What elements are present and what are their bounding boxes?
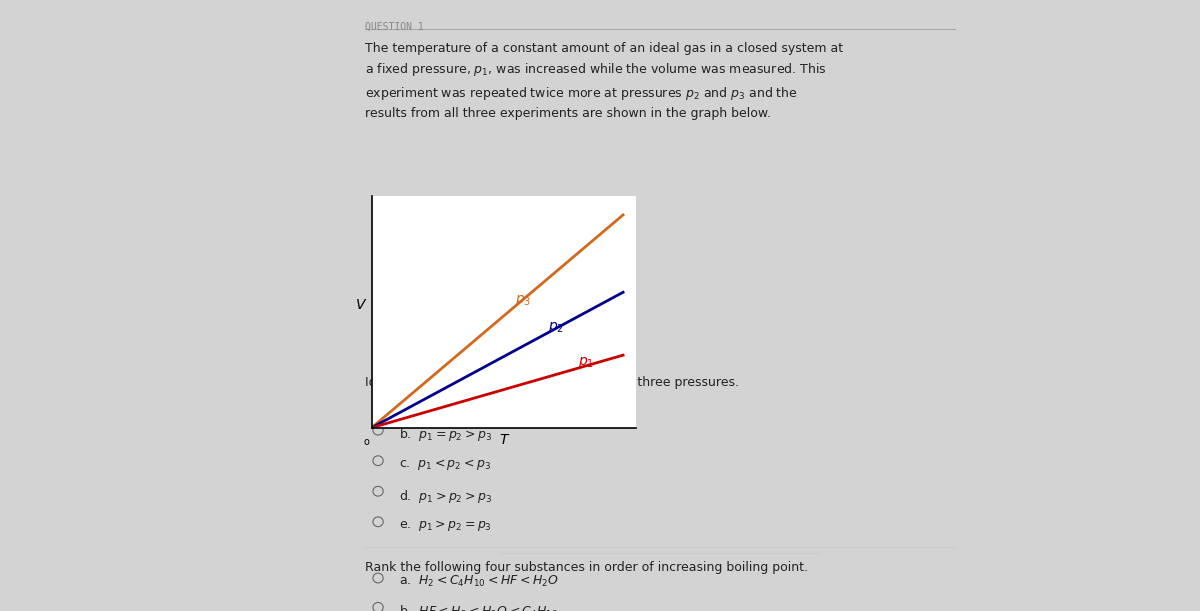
Text: c.  $p_1 < p_2 < p_3$: c. $p_1 < p_2 < p_3$ <box>398 457 491 472</box>
Text: $p_1$: $p_1$ <box>578 356 594 370</box>
Text: QUESTION 1: QUESTION 1 <box>365 21 424 31</box>
X-axis label: T: T <box>499 433 508 447</box>
Text: b.  $p_1 = p_2 > p_3$: b. $p_1 = p_2 > p_3$ <box>398 426 492 444</box>
Text: e.  $p_1 > p_2 = p_3$: e. $p_1 > p_2 = p_3$ <box>398 518 491 533</box>
Text: a.  $H_2 < C_4H_{10} < HF < H_2O$: a. $H_2 < C_4H_{10} < HF < H_2O$ <box>398 574 558 590</box>
Text: o: o <box>364 437 370 447</box>
Text: $p_3$: $p_3$ <box>515 293 532 307</box>
Text: a.  $p_1 > p_2 < p_3$: a. $p_1 > p_2 < p_3$ <box>398 396 491 411</box>
Text: d.  $p_1 > p_2 > p_3$: d. $p_1 > p_2 > p_3$ <box>398 488 492 505</box>
Text: relationship between these three pressures.: relationship between these three pressur… <box>458 376 739 389</box>
Text: Rank the following four substances in order of increasing boiling point.: Rank the following four substances in or… <box>365 561 809 574</box>
Text: The temperature of a constant amount of an ideal gas in a closed system at
a fix: The temperature of a constant amount of … <box>365 42 844 120</box>
Text: Identify the: Identify the <box>365 376 440 389</box>
Text: CORRECT: CORRECT <box>419 376 484 389</box>
Y-axis label: V: V <box>355 298 365 312</box>
Text: b.  $HF < H_2 < H_2O < C_4H_{10}$: b. $HF < H_2 < H_2O < C_4H_{10}$ <box>398 604 558 611</box>
Text: $p_2$: $p_2$ <box>547 320 564 335</box>
